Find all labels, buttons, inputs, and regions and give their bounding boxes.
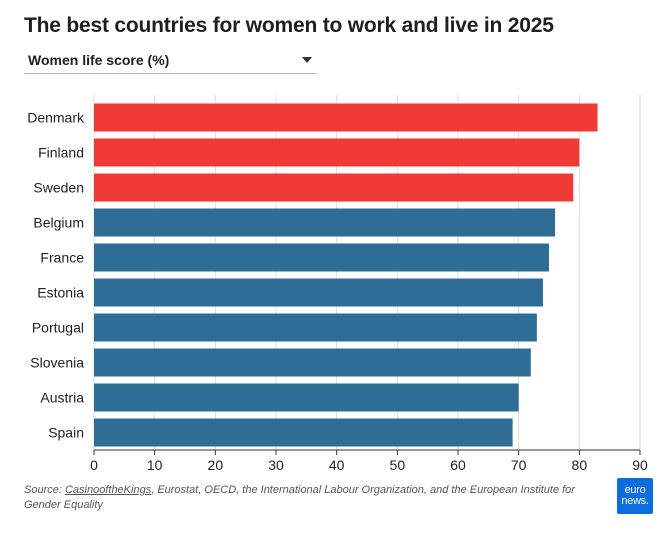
category-label: Finland: [38, 145, 84, 161]
bar: [94, 173, 574, 202]
category-label: Estonia: [37, 285, 84, 301]
category-label: Denmark: [27, 110, 85, 126]
bar: [94, 348, 531, 377]
source-link[interactable]: CasinooftheKings: [64, 484, 152, 496]
bar: [94, 243, 549, 272]
metric-dropdown[interactable]: Women life score (%): [24, 48, 317, 74]
bar: [94, 383, 519, 412]
source-prefix: Source:: [24, 484, 65, 496]
category-label: Portugal: [32, 320, 84, 336]
category-label: Austria: [40, 390, 84, 406]
category-label: Sweden: [33, 180, 84, 196]
metric-dropdown-label: Women life score (%): [28, 52, 170, 68]
source-rest: , Eurostat, OECD, the International Labo…: [24, 484, 575, 511]
x-tick-label: 30: [268, 457, 284, 470]
chart-title: The best countries for women to work and…: [24, 14, 554, 37]
source-note: Source: CasinooftheKings, Eurostat, OECD…: [24, 483, 604, 513]
x-tick-label: 40: [329, 457, 345, 470]
x-tick-label: 70: [511, 457, 527, 470]
category-label: Spain: [48, 425, 84, 441]
euronews-logo: euro news.: [617, 478, 653, 514]
bar: [94, 418, 513, 447]
x-tick-label: 60: [450, 457, 466, 470]
bar-chart: Denmark Finland Sweden Belgium France Estonia…: [27, 95, 648, 470]
x-tick-label: 80: [572, 457, 588, 470]
caret-down-icon: [302, 57, 312, 63]
logo-line2: news.: [621, 495, 649, 507]
bar: [94, 278, 543, 307]
bar: [94, 208, 556, 237]
x-tick-label: 10: [147, 457, 163, 470]
category-label: France: [40, 250, 84, 266]
bar: [94, 138, 580, 167]
logo-line1: euro: [624, 484, 646, 496]
x-tick-label: 0: [90, 457, 98, 470]
x-tick-label: 50: [390, 457, 406, 470]
x-tick-label: 90: [632, 457, 648, 470]
category-label: Belgium: [33, 215, 84, 231]
bar: [94, 313, 537, 342]
x-tick-label: 20: [208, 457, 224, 470]
category-label: Slovenia: [30, 355, 84, 371]
bar: [94, 103, 598, 132]
